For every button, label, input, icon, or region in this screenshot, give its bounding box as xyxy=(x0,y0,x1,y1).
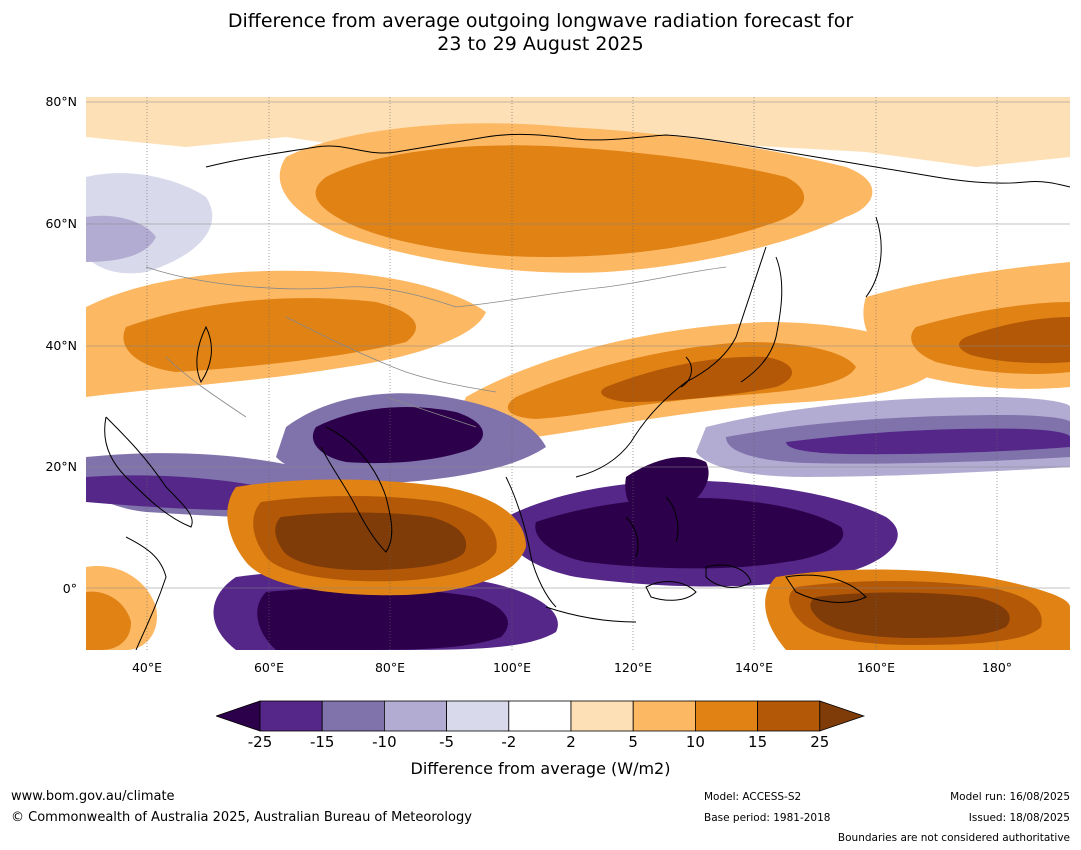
colorbar-tick-label: -15 xyxy=(309,733,335,751)
footer-disclaimer: Boundaries are not considered authoritat… xyxy=(837,832,1070,844)
colorbar-swatch xyxy=(321,700,385,732)
title-line-2: 23 to 29 August 2025 xyxy=(437,33,644,55)
chart-title: Difference from average outgoing longwav… xyxy=(0,10,1081,56)
lat-label-0: 0° xyxy=(62,581,77,596)
colorbar-tick-label: 5 xyxy=(628,733,638,751)
lon-label-80e: 80°E xyxy=(374,660,406,675)
colorbar-tick-label: -25 xyxy=(247,733,273,751)
colorbar-over-arrow xyxy=(819,700,866,732)
political-borders xyxy=(145,266,727,428)
graticule xyxy=(146,97,998,650)
footer-model-run: Model run: 16/08/2025 xyxy=(950,791,1070,803)
colorbar-swatch xyxy=(570,700,634,732)
colorbar-tick-label: -5 xyxy=(439,733,455,751)
footer-base-period: Base period: 1981-2018 xyxy=(704,812,831,824)
footer-issued: Issued: 18/08/2025 xyxy=(968,812,1070,824)
colorbar-tick-label: 2 xyxy=(566,733,576,751)
colorbar-tick-label: 25 xyxy=(810,733,830,751)
lon-label-100e: 100°E xyxy=(492,660,531,675)
colorbar-swatch xyxy=(508,700,572,732)
lon-label-40e: 40°E xyxy=(131,660,163,675)
lat-label-80n: 80°N xyxy=(45,94,77,109)
coastlines xyxy=(104,133,1070,650)
anomaly-map xyxy=(86,97,1070,650)
colorbar-tick-label: -2 xyxy=(501,733,517,751)
colorbar-swatch xyxy=(259,700,323,732)
footer-url: www.bom.gov.au/climate xyxy=(11,789,175,804)
lat-label-20n: 20°N xyxy=(45,459,77,474)
anomaly-fills xyxy=(86,97,1070,650)
lon-label-180: 180° xyxy=(981,660,1013,675)
map-canvas xyxy=(86,97,1070,650)
footer-model: Model: ACCESS-S2 xyxy=(704,791,802,803)
colorbar-swatch xyxy=(383,700,447,732)
lon-label-60e: 60°E xyxy=(253,660,285,675)
title-line-1: Difference from average outgoing longwav… xyxy=(227,10,854,32)
colorbar-tick-label: 15 xyxy=(748,733,768,751)
lat-label-40n: 40°N xyxy=(45,338,77,353)
footer-copyright: © Commonwealth of Australia 2025, Austra… xyxy=(11,810,472,825)
colorbar-tick-label: -10 xyxy=(372,733,397,751)
colorbar-swatch xyxy=(632,700,696,732)
lon-label-140e: 140°E xyxy=(734,660,773,675)
lon-label-120e: 120°E xyxy=(613,660,652,675)
lon-label-160e: 160°E xyxy=(856,660,895,675)
colorbar-swatch xyxy=(757,700,821,732)
colorbar-swatch xyxy=(446,700,510,732)
lat-label-60n: 60°N xyxy=(45,216,77,231)
colorbar-under-arrow xyxy=(216,700,261,732)
colorbar-tick-label: 10 xyxy=(685,733,705,751)
latitude-lines xyxy=(86,101,1070,589)
colorbar-label: Difference from average (W/m2) xyxy=(410,759,671,778)
colorbar xyxy=(216,700,866,732)
colorbar-swatch xyxy=(694,700,758,732)
